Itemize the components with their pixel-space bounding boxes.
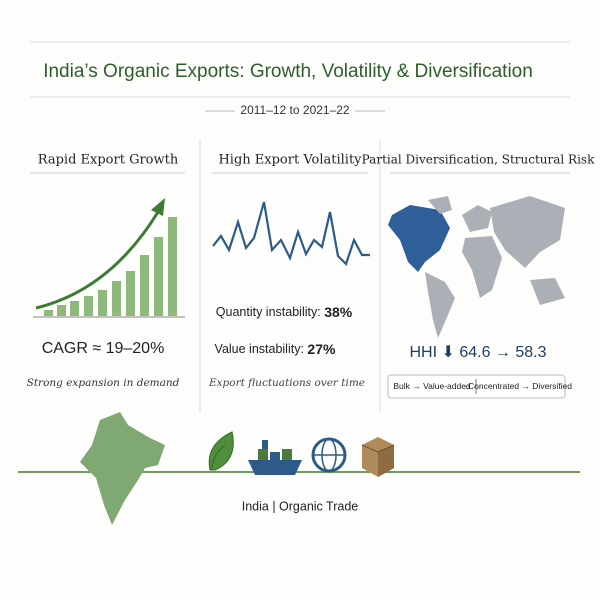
panel-title: High Export Volatility — [218, 153, 362, 168]
globe-icon — [311, 437, 347, 473]
india-map — [80, 412, 165, 525]
subtitle: 2011–12 to 2021–22 — [240, 103, 350, 117]
metric: CAGR ≈ 19–20% — [42, 340, 165, 357]
stat: Value instability: 27% — [215, 341, 336, 357]
caption: Export fluctuations over time — [208, 377, 365, 389]
world-map — [388, 196, 565, 338]
stat-label: Value instability: — [215, 342, 304, 356]
trend-arrow — [35, 211, 160, 310]
volatility-line — [212, 201, 370, 267]
shift: Concentrated → Diversified — [468, 381, 572, 391]
leaf-icon — [208, 431, 234, 471]
stat-label: Quantity instability: — [216, 305, 321, 319]
growth-bars — [44, 217, 177, 316]
stat: Quantity instability: 38% — [216, 304, 353, 320]
footer: India | Organic Trade — [242, 499, 359, 513]
shift: Bulk → Value-added — [393, 381, 471, 391]
arrow-head — [151, 198, 165, 216]
panel-title: Rapid Export Growth — [38, 153, 179, 168]
panel-title: Partial Diversification, Structural Risk — [362, 153, 595, 167]
title: India’s Organic Exports: Growth, Volatil… — [43, 61, 533, 82]
box-icon — [361, 437, 395, 477]
metric: HHI ⬇ 64.6 → 58.3 — [409, 344, 546, 361]
ship-icon — [248, 440, 302, 475]
stat-value: 38% — [324, 304, 353, 320]
stat-value: 27% — [307, 341, 336, 357]
caption: Strong expansion in demand — [27, 377, 180, 389]
